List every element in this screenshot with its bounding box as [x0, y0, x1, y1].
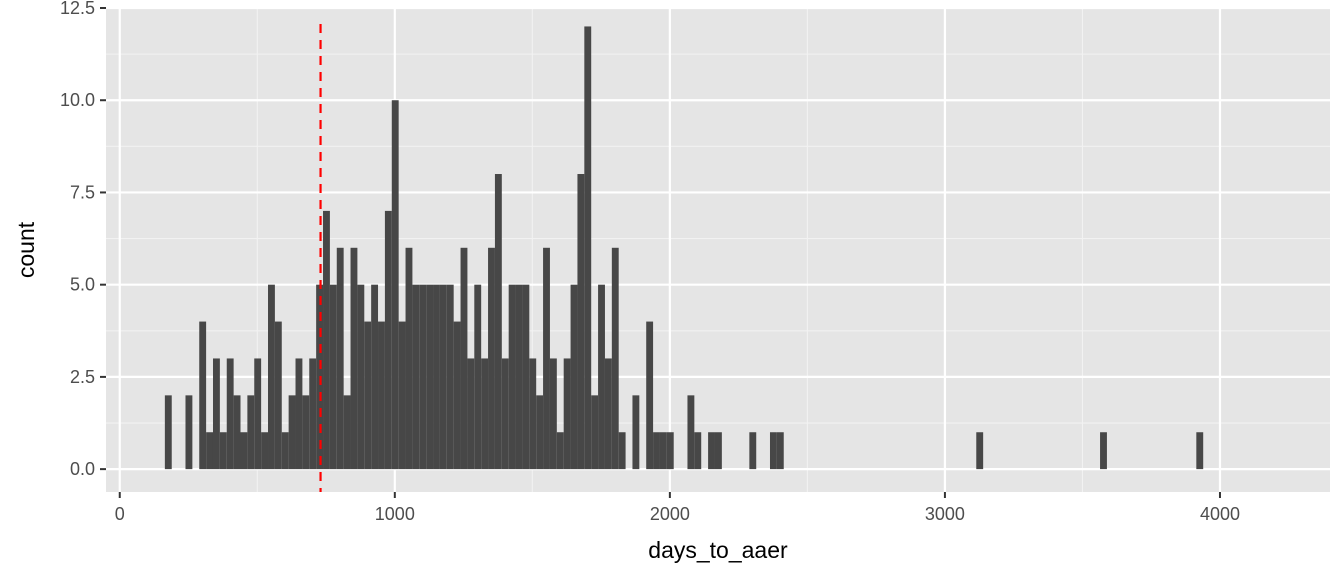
histogram-bar [494, 174, 502, 470]
histogram-bar [357, 284, 365, 470]
histogram-bar [426, 284, 434, 470]
histogram-bar [233, 395, 241, 470]
histogram-bar [254, 358, 262, 470]
histogram-bar [323, 210, 330, 470]
histogram-bar [694, 432, 702, 470]
histogram-bar [185, 395, 193, 470]
y-tick-label: 2.5 [70, 367, 95, 387]
x-tick-labels: 0 1000 2000 3000 4000 [115, 504, 1240, 524]
histogram-bar [226, 358, 234, 470]
histogram-bar [467, 358, 475, 470]
histogram-bar [302, 395, 310, 470]
histogram-bar [577, 174, 585, 470]
histogram-bar [708, 432, 715, 470]
y-tick-label: 5.0 [70, 275, 95, 295]
histogram-bar [769, 432, 777, 470]
histogram-bar [433, 284, 440, 470]
histogram-bar [199, 321, 207, 470]
histogram-bar [295, 358, 303, 470]
axis-ticks [100, 7, 1221, 498]
x-tick-label: 1000 [375, 504, 415, 524]
histogram-bar [543, 247, 550, 470]
histogram-bar [405, 247, 413, 470]
histogram-bar [419, 284, 427, 470]
histogram-bar [384, 210, 392, 470]
histogram-bar [240, 432, 248, 470]
histogram-bar [206, 432, 213, 470]
histogram-bar [336, 247, 344, 470]
histogram-bar [522, 284, 530, 470]
histogram-bar [164, 395, 172, 470]
histogram-bar [536, 395, 544, 470]
histogram-bar [687, 395, 695, 470]
y-tick-label: 12.5 [60, 0, 95, 18]
histogram-bar [749, 432, 757, 470]
histogram-bar [481, 358, 489, 470]
y-tick-labels: 0.0 2.5 5.0 7.5 10.0 12.5 [60, 0, 95, 479]
histogram-bar [1196, 432, 1204, 470]
histogram-bar [591, 395, 599, 470]
histogram-bar [549, 358, 557, 470]
histogram-bar [618, 432, 626, 470]
histogram-bar [515, 284, 523, 470]
histogram-bar [646, 321, 654, 470]
histogram-bar [391, 100, 399, 470]
minor-gridlines [106, 8, 1330, 492]
histogram-bar [598, 284, 605, 470]
histogram-bars [164, 26, 1204, 470]
histogram-bar [364, 321, 372, 470]
histogram-bar [659, 432, 667, 470]
histogram-bar [309, 358, 317, 470]
histogram-bar [378, 321, 385, 470]
histogram-bar [219, 432, 227, 470]
x-tick-label: 0 [115, 504, 125, 524]
x-tick-label: 2000 [650, 504, 690, 524]
histogram-bar [460, 247, 468, 470]
histogram-bar [604, 358, 612, 470]
histogram-bar [632, 395, 640, 470]
histogram-bar [274, 321, 282, 470]
histogram-bar [666, 432, 674, 470]
y-tick-label: 7.5 [70, 182, 95, 202]
y-axis-title: count [13, 221, 39, 278]
histogram-bar [714, 432, 722, 470]
histogram-bar [611, 247, 619, 470]
x-tick-label: 4000 [1200, 504, 1240, 524]
histogram-bar [398, 321, 406, 470]
y-tick-label: 0.0 [70, 459, 95, 479]
x-axis-title: days_to_aaer [648, 537, 788, 563]
histogram-bar [446, 284, 454, 470]
histogram-bar [261, 432, 269, 470]
histogram-bar [350, 247, 358, 470]
histogram-bar [288, 395, 296, 470]
histogram-bar [329, 284, 337, 470]
histogram-bar [1100, 432, 1107, 470]
histogram-bar [529, 358, 537, 470]
histogram-bar [563, 358, 571, 470]
histogram-bar [488, 247, 495, 470]
histogram-bar [508, 284, 516, 470]
histogram-bar [976, 432, 984, 470]
histogram-bar [371, 284, 379, 470]
histogram-bar [584, 26, 592, 470]
histogram-bar [212, 358, 220, 470]
histogram-bar [268, 284, 275, 470]
histogram-bar [570, 284, 578, 470]
histogram-bar [343, 395, 351, 470]
histogram-bar [776, 432, 784, 470]
histogram-bar [653, 432, 660, 470]
y-tick-label: 10.0 [60, 90, 95, 110]
histogram-bar [501, 358, 509, 470]
histogram-bar [556, 432, 564, 470]
histogram-bar [453, 321, 461, 470]
histogram-bar [281, 432, 289, 470]
histogram-bar [439, 284, 447, 470]
histogram-bar [474, 284, 482, 470]
x-tick-label: 3000 [925, 504, 965, 524]
histogram-bar [412, 284, 420, 470]
histogram-bar [247, 395, 255, 470]
